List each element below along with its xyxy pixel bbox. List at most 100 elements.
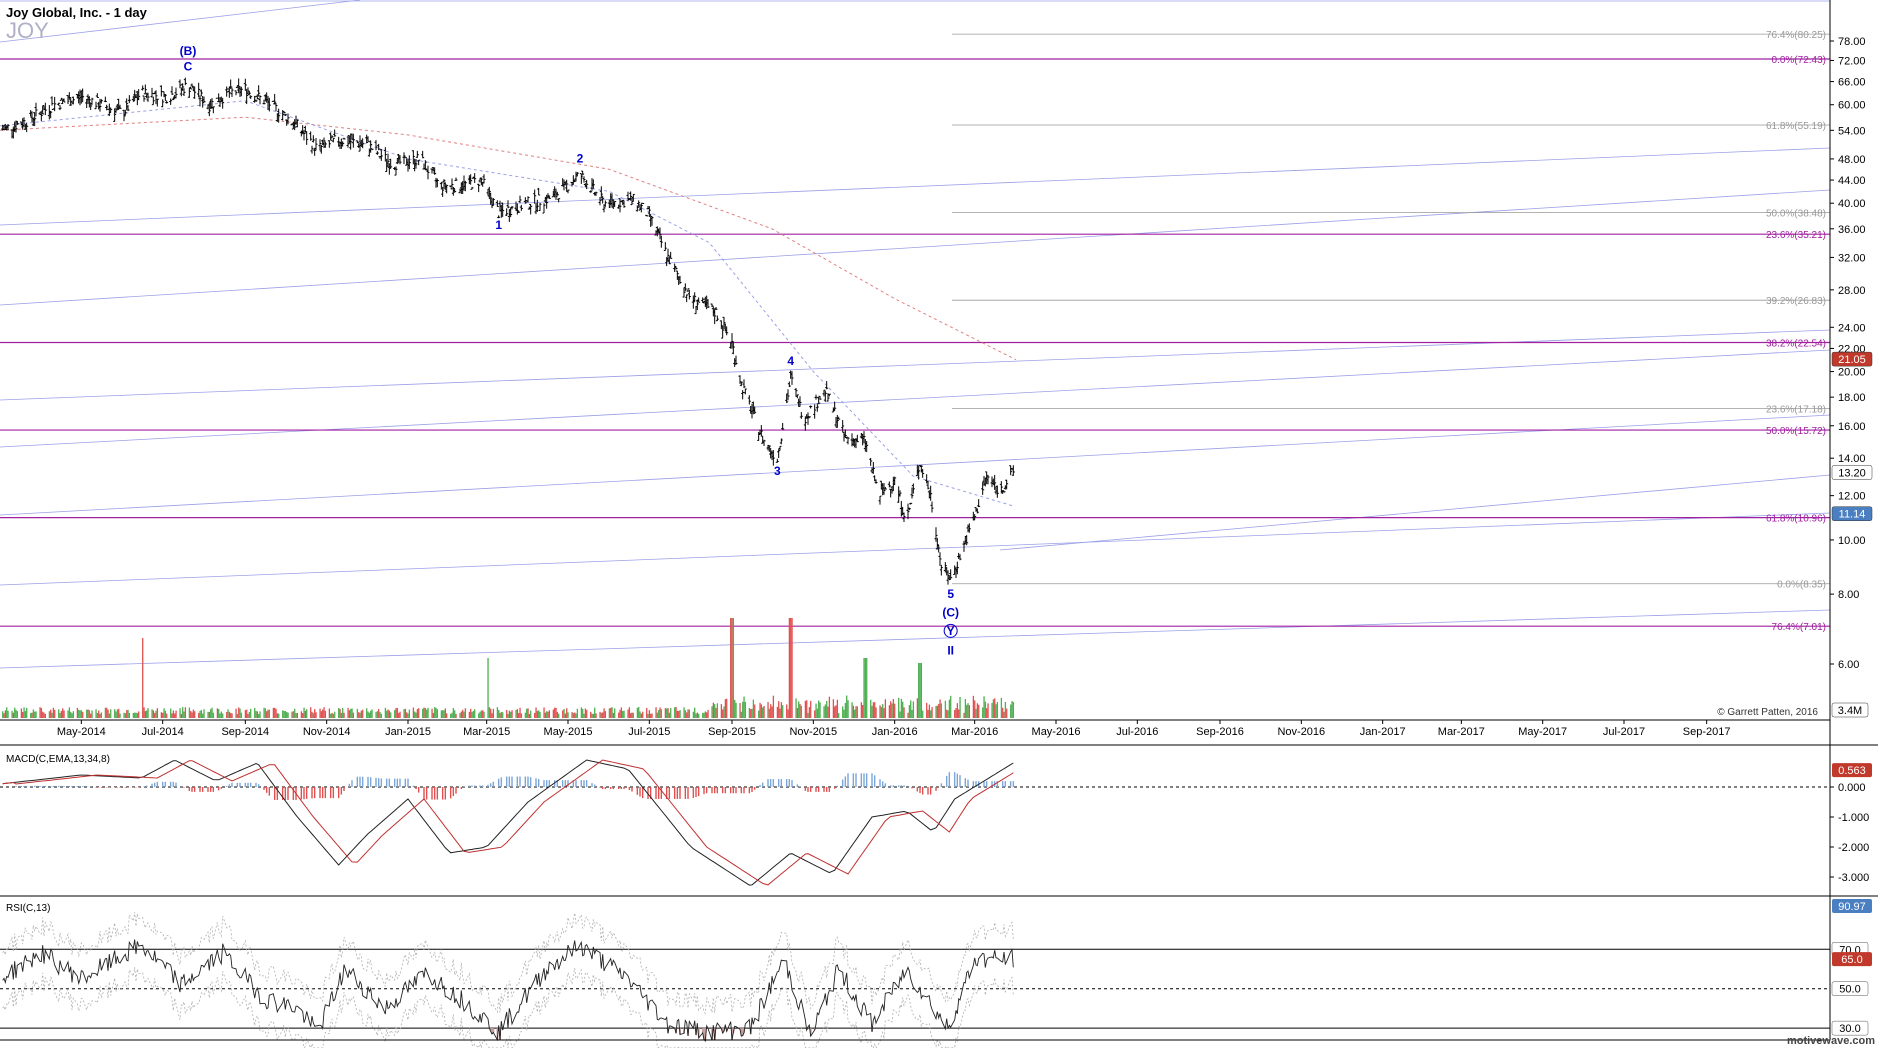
volume-bar [338, 708, 340, 718]
trend-line [0, 0, 361, 43]
macd-histogram-bar [751, 787, 753, 793]
volume-bar [96, 712, 99, 718]
volume-bar [228, 711, 231, 718]
volume-bar [403, 709, 405, 718]
x-tick-label: Mar-2017 [1438, 726, 1485, 738]
y-tick-label: 14.00 [1838, 453, 1866, 465]
volume-bar [208, 711, 211, 718]
macd-histogram-bar [268, 787, 271, 796]
volume-bar [795, 698, 797, 718]
macd-tick-label: -2.000 [1838, 842, 1869, 854]
volume-bar [162, 712, 164, 718]
volume-bar [135, 712, 137, 718]
macd-histogram-bar [417, 787, 420, 793]
volume-bar [715, 708, 717, 718]
volume-bar [95, 709, 97, 718]
volume-bar [863, 658, 865, 718]
volume-bar [516, 709, 519, 718]
volume-bar [871, 705, 873, 718]
macd-histogram-bar [343, 787, 345, 792]
macd-histogram-bar [676, 787, 679, 799]
volume-bar [246, 709, 248, 718]
volume-bar [184, 707, 187, 718]
volume-bar [119, 713, 121, 718]
volume-bar [788, 618, 791, 718]
rsi-tick-box [1831, 1020, 1869, 1036]
rsi-badge [1832, 899, 1872, 913]
volume-bar [170, 708, 172, 718]
macd-histogram-bar [916, 787, 919, 792]
macd-histogram-bar [903, 785, 905, 787]
macd-histogram-bar [767, 779, 769, 787]
volume-bar [595, 713, 597, 718]
macd-histogram-bar [231, 782, 233, 787]
volume-bar [530, 710, 532, 718]
volume-bar [658, 710, 660, 718]
macd-histogram-bar [175, 782, 177, 787]
macd-histogram-bar [337, 787, 340, 799]
volume-bar [647, 713, 649, 718]
volume-bar [502, 712, 504, 718]
rsi-oversold-fill [701, 1028, 704, 1033]
volume-bar [200, 709, 203, 718]
wave-label: 3 [774, 464, 781, 478]
x-tick-label: May-2015 [544, 726, 593, 738]
fib-label: 50.0%(38.48) [1766, 209, 1826, 220]
macd-histogram-bar [948, 772, 951, 787]
volume-bar [259, 711, 261, 718]
volume-bar [818, 700, 820, 718]
volume-bar [976, 703, 979, 718]
macd-histogram-bar [164, 781, 167, 787]
macd-histogram-bar [889, 785, 892, 787]
macd-histogram-bar [511, 776, 513, 787]
macd-histogram-bar [516, 776, 519, 787]
macd-histogram-bar [481, 785, 484, 787]
volume-bar [791, 618, 793, 718]
macd-histogram-bar [455, 787, 457, 794]
volume-bar [676, 710, 679, 718]
macd-histogram-bar [639, 787, 641, 797]
macd-histogram-bar [201, 787, 204, 792]
volume-bar [720, 704, 723, 718]
volume-bar [192, 709, 195, 718]
price-bars [1, 77, 1015, 585]
macd-histogram-bar [975, 781, 977, 787]
volume-bar [464, 708, 467, 718]
volume-bar [683, 707, 685, 718]
macd-histogram-bar [911, 787, 913, 789]
volume-bar [408, 709, 411, 718]
macd-histogram-bar [41, 785, 44, 787]
volume-bar [664, 708, 667, 718]
volume-bar [128, 712, 131, 718]
volume-bar [604, 711, 607, 718]
macd-histogram-bar [697, 787, 700, 797]
volume-bar [534, 712, 536, 718]
volume-bar [535, 707, 537, 718]
volume-bar [191, 712, 193, 718]
volume-bar [231, 713, 233, 718]
volume-bar [1000, 697, 1003, 718]
volume-bar [702, 712, 704, 718]
macd-histogram-bar [761, 782, 764, 787]
volume-bar [292, 711, 295, 718]
macd-histogram-bar [852, 773, 855, 787]
macd-histogram-bar [228, 784, 231, 787]
volume-bar [1011, 701, 1013, 718]
y-tick-label: 28.00 [1838, 285, 1866, 297]
volume-bar [236, 713, 239, 718]
volume-bar [614, 708, 616, 718]
volume-bar [218, 709, 220, 718]
volume-bar [99, 713, 101, 718]
macd-histogram-bar [220, 787, 223, 789]
volume-bar [166, 713, 168, 718]
y-tick-label: 8.00 [1838, 589, 1859, 601]
volume-bar [507, 713, 509, 718]
macd-histogram-bar [935, 787, 937, 791]
macd-histogram-bar [209, 787, 212, 792]
x-tick-label: Jul-2014 [142, 726, 184, 738]
volume-bar [554, 707, 556, 718]
volume-bar [220, 711, 223, 718]
macd-histogram-bar [553, 780, 556, 787]
volume-bar [646, 707, 648, 718]
